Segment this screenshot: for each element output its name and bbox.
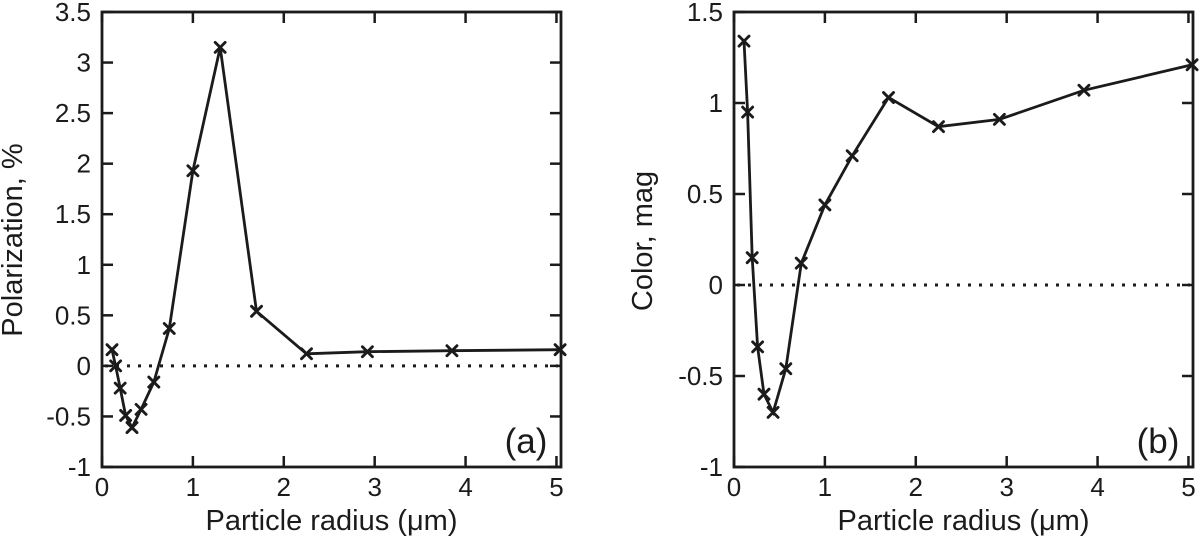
y-tick-label: 2.5 — [55, 98, 91, 128]
data-marker — [751, 340, 765, 354]
y-tick-label: 0.5 — [55, 300, 91, 330]
data-line — [742, 41, 1193, 417]
data-marker — [445, 344, 459, 358]
y-tick-label: -1 — [68, 452, 91, 482]
data-marker — [162, 322, 176, 335]
data-marker — [360, 345, 374, 359]
y-tick-label: 3.5 — [55, 0, 91, 27]
x-tick-label: 1 — [186, 472, 200, 502]
data-line — [110, 47, 561, 431]
x-axis-title: Particle radius (μm) — [838, 505, 1090, 537]
panel-label-b: (b) — [1137, 422, 1180, 461]
data-marker — [818, 198, 832, 212]
data-marker — [147, 375, 161, 389]
x-tick-label: 0 — [95, 472, 109, 502]
plot-box — [100, 10, 563, 469]
data-marker — [794, 256, 808, 270]
y-tick-label: 0 — [77, 351, 91, 381]
data-marker — [766, 405, 780, 419]
chart-panel-a: 0 1 2 3 4 5 -1 -0.5 0 0.5 1 1.5 2 2.5 3 3.5 Particle rad… — [0, 0, 567, 537]
data-marker — [992, 112, 1006, 126]
x-tick-label: 4 — [1090, 472, 1104, 502]
chart-panel-b: 0 1 2 3 4 5 -1 -0.5 0 0.5 1 1.5 Particle radius (μm)… — [627, 0, 1199, 537]
x-tick-label: 3 — [999, 472, 1013, 502]
data-marker — [109, 359, 123, 373]
data-marker — [119, 408, 133, 422]
data-marker — [745, 251, 759, 265]
x-tick-label: 2 — [909, 472, 923, 502]
data-marker — [186, 164, 200, 178]
data-marker — [779, 362, 793, 376]
x-tick-label: 5 — [1181, 472, 1195, 502]
y-tick-label: -0.5 — [46, 401, 91, 431]
y-axis-title: Color, mag — [627, 171, 659, 311]
data-marker — [105, 343, 119, 357]
data-marker — [250, 304, 263, 318]
y-tick-label: 3 — [77, 48, 91, 78]
y-tick-label: 2 — [77, 149, 91, 179]
data-marker — [845, 149, 859, 163]
x-tick-label: 5 — [549, 472, 563, 502]
y-tick-label: 1 — [77, 250, 91, 280]
data-marker — [882, 91, 895, 104]
x-tick-label: 1 — [818, 472, 832, 502]
data-marker — [125, 421, 139, 435]
y-tick-label: 0.5 — [687, 179, 723, 209]
data-marker — [113, 381, 127, 395]
y-axis-title: Polarization, % — [0, 143, 29, 336]
y-tick-label: 1.5 — [55, 199, 91, 229]
data-marker — [741, 105, 755, 119]
x-tick-label: 0 — [727, 472, 741, 502]
data-marker — [1077, 83, 1091, 97]
panel-label-a: (a) — [505, 422, 548, 461]
y-tick-label: 1 — [709, 88, 723, 118]
x-tick-label: 2 — [277, 472, 291, 502]
x-tick-label: 3 — [367, 472, 381, 502]
data-marker — [134, 402, 148, 416]
data-marker — [737, 34, 751, 48]
data-marker — [757, 387, 771, 401]
y-tick-label: 1.5 — [687, 0, 723, 27]
plot-box — [732, 10, 1195, 469]
data-marker — [932, 120, 945, 134]
data-marker — [213, 40, 227, 54]
x-axis-title: Particle radius (μm) — [206, 505, 458, 537]
y-tick-label: 0 — [709, 270, 723, 300]
data-marker — [300, 347, 313, 361]
x-tick-label: 4 — [458, 472, 472, 502]
y-tick-label: -1 — [700, 452, 723, 482]
y-tick-label: -0.5 — [678, 361, 723, 391]
